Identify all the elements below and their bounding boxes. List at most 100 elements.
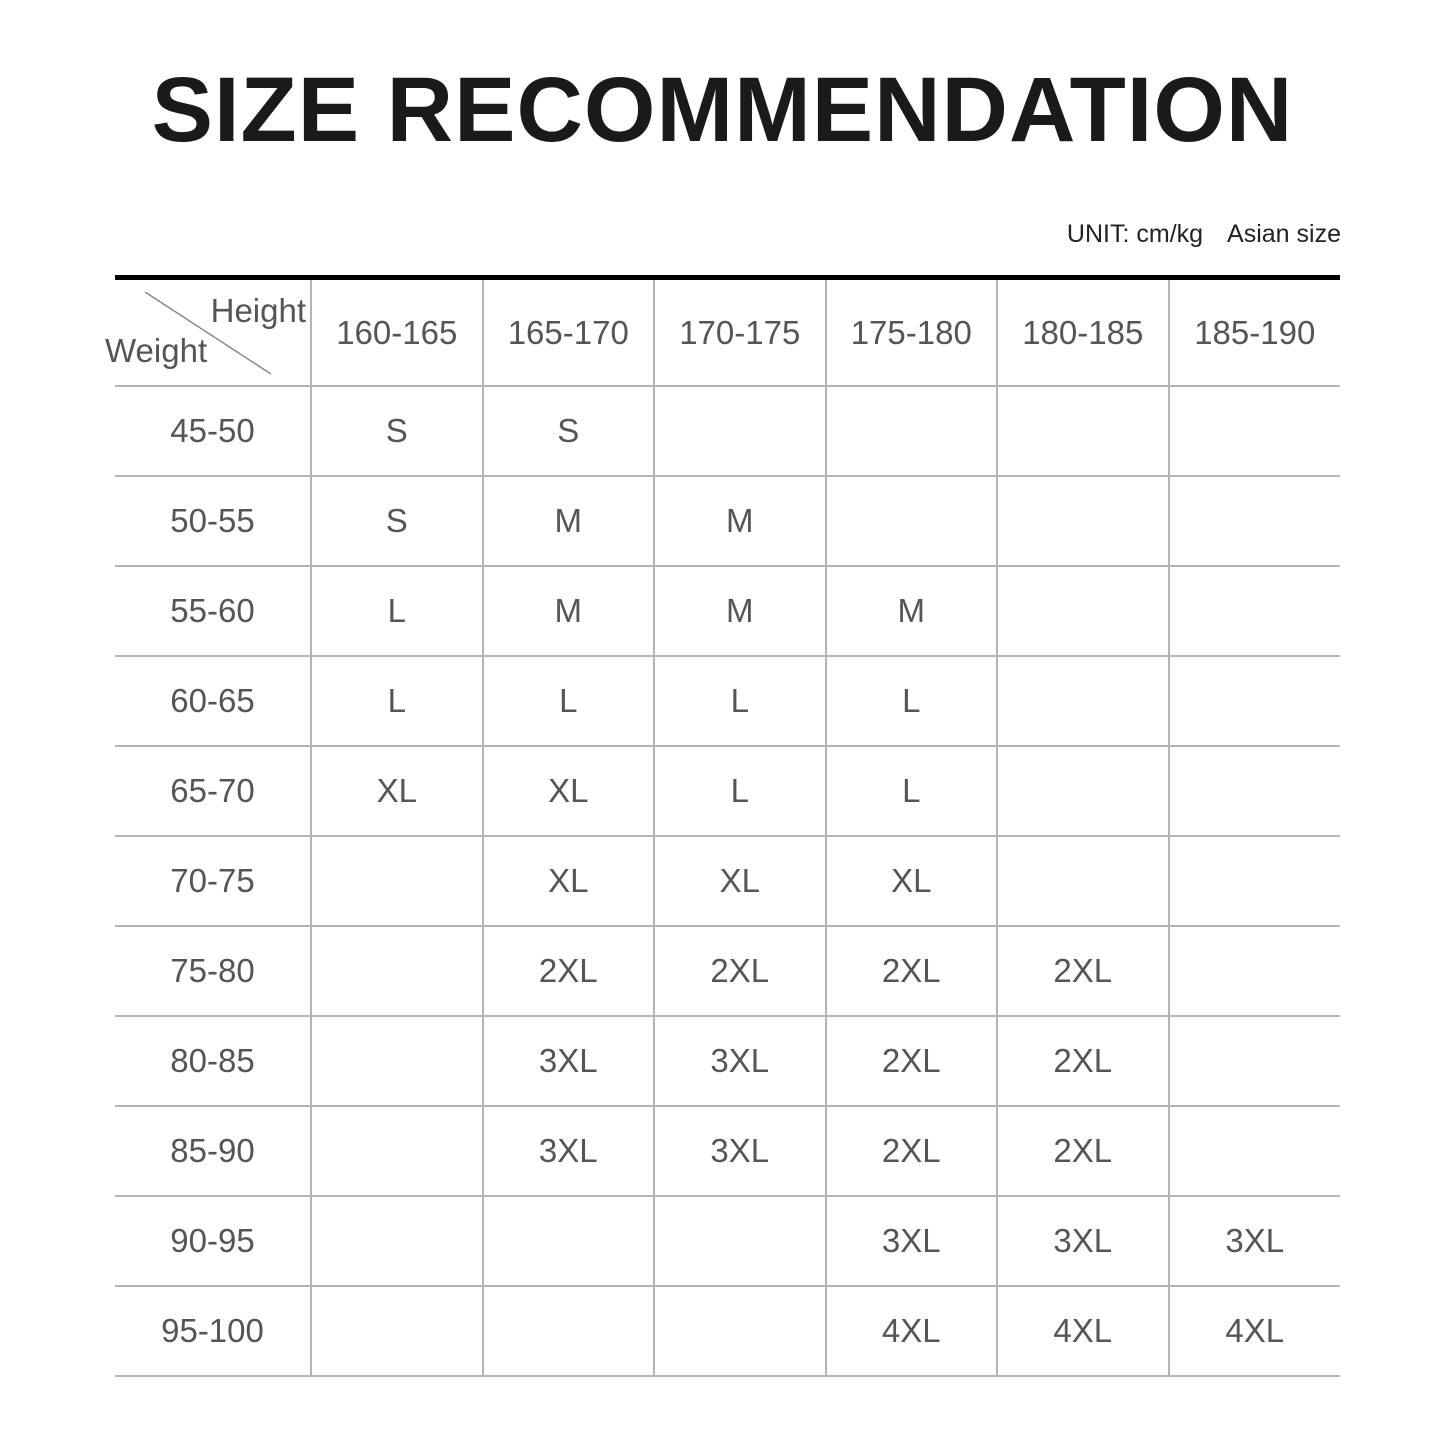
- column-header: 170-175: [653, 280, 827, 387]
- size-cell: S: [310, 475, 484, 567]
- size-cell: XL: [481, 835, 655, 927]
- table-row: 80-85 3XL 3XL 2XL 2XL: [115, 1015, 1340, 1107]
- size-cell: L: [653, 655, 827, 747]
- size-cell: 3XL: [653, 1015, 827, 1107]
- weight-range: 65-70: [115, 745, 312, 837]
- height-axis-label: Height: [210, 292, 306, 329]
- size-cell: [996, 745, 1170, 837]
- size-cell: M: [653, 565, 827, 657]
- column-header: 175-180: [824, 280, 998, 387]
- size-cell: 2XL: [996, 1015, 1170, 1107]
- weight-range: 90-95: [115, 1195, 312, 1287]
- size-cell: L: [824, 655, 998, 747]
- weight-range: 80-85: [115, 1015, 312, 1107]
- size-cell: [1167, 745, 1340, 837]
- size-cell: 2XL: [824, 925, 998, 1017]
- size-cell: [1167, 1015, 1340, 1107]
- header-row: Height Weight 160-165 165-170 170-175 175-1…: [105, 280, 1340, 387]
- size-cell: [996, 565, 1170, 657]
- size-cell: [1167, 655, 1340, 747]
- size-cell: 3XL: [996, 1195, 1170, 1287]
- size-cell: [653, 1195, 827, 1287]
- unit-note: UNIT: cm/kg Asian size: [1067, 220, 1341, 249]
- size-cell: [996, 655, 1170, 747]
- size-cell: M: [481, 475, 655, 567]
- table-top-rule: [115, 275, 1340, 280]
- size-cell: 2XL: [996, 925, 1170, 1017]
- size-cell: L: [653, 745, 827, 837]
- size-cell: [1167, 1105, 1340, 1197]
- size-cell: [996, 475, 1170, 567]
- weight-range: 75-80: [115, 925, 312, 1017]
- weight-range: 50-55: [115, 475, 312, 567]
- table-row: 45-50 S S: [115, 385, 1340, 477]
- size-cell: [1167, 475, 1340, 567]
- page-title: SIZE RECOMMENDATION: [151, 59, 1294, 161]
- table-row: 85-90 3XL 3XL 2XL 2XL: [115, 1105, 1340, 1197]
- size-cell: L: [310, 655, 484, 747]
- size-system-label: Asian size: [1227, 220, 1341, 248]
- corner-header: Height Weight: [105, 280, 312, 387]
- size-cell: [310, 1195, 484, 1287]
- size-cell: 2XL: [996, 1105, 1170, 1197]
- weight-range: 95-100: [115, 1285, 312, 1377]
- table-row: 90-95 3XL 3XL 3XL: [115, 1195, 1340, 1287]
- size-cell: [481, 1195, 655, 1287]
- size-cell: [481, 1285, 655, 1377]
- size-cell: [824, 475, 998, 567]
- size-cell: 2XL: [481, 925, 655, 1017]
- weight-range: 45-50: [115, 385, 312, 477]
- size-cell: 3XL: [824, 1195, 998, 1287]
- size-cell: XL: [653, 835, 827, 927]
- column-header: 165-170: [481, 280, 655, 387]
- size-cell: L: [824, 745, 998, 837]
- size-cell: XL: [481, 745, 655, 837]
- size-cell: [1167, 925, 1340, 1017]
- size-cell: M: [481, 565, 655, 657]
- table-row: 95-100 4XL 4XL 4XL: [115, 1285, 1340, 1377]
- size-cell: 3XL: [481, 1105, 655, 1197]
- size-cell: 2XL: [824, 1015, 998, 1107]
- table-row: 55-60 L M M M: [115, 565, 1340, 657]
- size-cell: [310, 1285, 484, 1377]
- size-cell: 3XL: [481, 1015, 655, 1107]
- size-cell: S: [481, 385, 655, 477]
- size-cell: 3XL: [653, 1105, 827, 1197]
- size-cell: 4XL: [996, 1285, 1170, 1377]
- size-table: Height Weight 160-165 165-170 170-175 175-1…: [105, 280, 1340, 1377]
- table-row: 50-55 S M M: [115, 475, 1340, 567]
- size-cell: [653, 1285, 827, 1377]
- weight-range: 60-65: [115, 655, 312, 747]
- table-row: 75-80 2XL 2XL 2XL 2XL: [115, 925, 1340, 1017]
- size-cell: XL: [310, 745, 484, 837]
- size-cell: [996, 835, 1170, 927]
- size-cell: 4XL: [1167, 1285, 1340, 1377]
- table-row: 70-75 XL XL XL: [115, 835, 1340, 927]
- size-cell: S: [310, 385, 484, 477]
- size-cell: M: [824, 565, 998, 657]
- size-cell: 2XL: [824, 1105, 998, 1197]
- size-cell: 3XL: [1167, 1195, 1340, 1287]
- size-cell: XL: [824, 835, 998, 927]
- size-cell: [1167, 385, 1340, 477]
- size-cell: 2XL: [653, 925, 827, 1017]
- table-row: 65-70 XL XL L L: [115, 745, 1340, 837]
- column-header: 180-185: [996, 280, 1170, 387]
- diagonal-divider: [145, 292, 272, 375]
- size-cell: [996, 385, 1170, 477]
- size-cell: [824, 385, 998, 477]
- size-cell: [310, 925, 484, 1017]
- weight-axis-label: Weight: [105, 332, 208, 369]
- size-cell: [310, 835, 484, 927]
- weight-range: 55-60: [115, 565, 312, 657]
- size-cell: L: [481, 655, 655, 747]
- size-cell: [310, 1105, 484, 1197]
- size-cell: 4XL: [824, 1285, 998, 1377]
- size-cell: M: [653, 475, 827, 567]
- weight-range: 85-90: [115, 1105, 312, 1197]
- size-cell: [1167, 835, 1340, 927]
- weight-range: 70-75: [115, 835, 312, 927]
- unit-label: UNIT: cm/kg: [1066, 220, 1204, 248]
- size-cell: L: [310, 565, 484, 657]
- column-header: 185-190: [1167, 280, 1340, 387]
